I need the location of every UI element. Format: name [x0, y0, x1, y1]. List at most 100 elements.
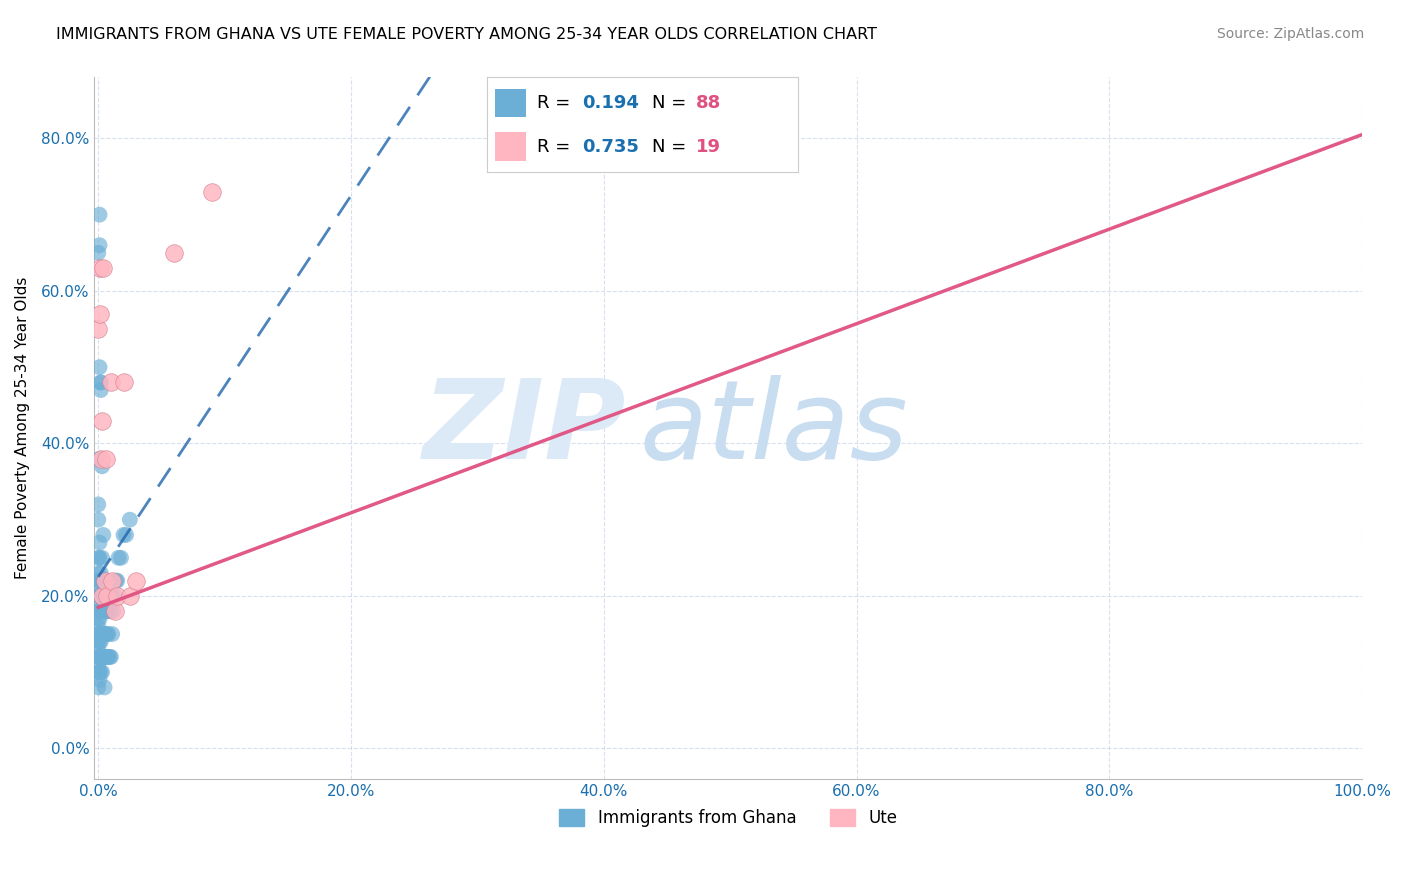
Point	[90, 589, 112, 603]
Point	[89, 550, 111, 565]
Point	[87, 619, 110, 633]
Point	[87, 582, 110, 596]
Text: Source: ZipAtlas.com: Source: ZipAtlas.com	[1216, 27, 1364, 41]
Point	[118, 513, 141, 527]
Point	[110, 550, 132, 565]
Point	[93, 681, 115, 695]
Point	[89, 307, 111, 321]
Point	[91, 413, 114, 427]
Point	[91, 574, 114, 588]
Point	[89, 589, 111, 603]
Point	[97, 589, 120, 603]
Point	[100, 604, 122, 618]
Point	[87, 597, 110, 611]
Legend: Immigrants from Ghana, Ute: Immigrants from Ghana, Ute	[553, 802, 904, 834]
Point	[89, 360, 111, 375]
Point	[94, 574, 117, 588]
Point	[87, 681, 110, 695]
Point	[112, 528, 135, 542]
Point	[115, 528, 138, 542]
Y-axis label: Female Poverty Among 25-34 Year Olds: Female Poverty Among 25-34 Year Olds	[15, 277, 30, 580]
Point	[87, 513, 110, 527]
Point	[87, 589, 110, 603]
Point	[87, 322, 110, 336]
Point	[87, 245, 110, 260]
Point	[201, 185, 224, 199]
Point	[97, 627, 120, 641]
Point	[91, 604, 114, 618]
Point	[91, 550, 114, 565]
Point	[107, 550, 129, 565]
Point	[96, 589, 118, 603]
Point	[90, 574, 112, 588]
Text: atlas: atlas	[640, 375, 908, 482]
Point	[87, 627, 110, 641]
Point	[89, 238, 111, 252]
Point	[89, 574, 111, 588]
Point	[94, 451, 117, 466]
Point	[93, 604, 115, 618]
Point	[91, 589, 114, 603]
Point	[91, 459, 114, 474]
Point	[89, 604, 111, 618]
Point	[90, 376, 112, 390]
Point	[96, 604, 118, 618]
Point	[94, 649, 117, 664]
Point	[112, 376, 135, 390]
Point	[94, 627, 117, 641]
Point	[89, 665, 111, 680]
Point	[91, 627, 114, 641]
Point	[89, 634, 111, 648]
Point	[89, 451, 111, 466]
Point	[91, 627, 114, 641]
Point	[87, 566, 110, 580]
Point	[87, 574, 110, 588]
Point	[90, 383, 112, 397]
Point	[104, 574, 127, 588]
Point	[87, 665, 110, 680]
Point	[91, 649, 114, 664]
Point	[89, 535, 111, 549]
Text: ZIP: ZIP	[423, 375, 627, 482]
Point	[96, 649, 118, 664]
Point	[105, 589, 128, 603]
Point	[87, 634, 110, 648]
Point	[98, 649, 121, 664]
Point	[125, 574, 148, 588]
Point	[87, 550, 110, 565]
Text: IMMIGRANTS FROM GHANA VS UTE FEMALE POVERTY AMONG 25-34 YEAR OLDS CORRELATION CH: IMMIGRANTS FROM GHANA VS UTE FEMALE POVE…	[56, 27, 877, 42]
Point	[89, 649, 111, 664]
Point	[94, 604, 117, 618]
Point	[104, 604, 127, 618]
Point	[105, 574, 128, 588]
Point	[118, 589, 141, 603]
Point	[91, 574, 114, 588]
Point	[91, 528, 114, 542]
Point	[93, 649, 115, 664]
Point	[100, 649, 122, 664]
Point	[101, 574, 124, 588]
Point	[89, 261, 111, 276]
Point	[89, 673, 111, 687]
Point	[87, 642, 110, 657]
Point	[90, 566, 112, 580]
Point	[87, 604, 110, 618]
Point	[103, 604, 125, 618]
Point	[98, 604, 121, 618]
Point	[90, 634, 112, 648]
Point	[93, 627, 115, 641]
Point	[101, 589, 124, 603]
Point	[101, 627, 124, 641]
Point	[89, 627, 111, 641]
Point	[97, 649, 120, 664]
Point	[90, 604, 112, 618]
Point	[104, 589, 127, 603]
Point	[91, 665, 114, 680]
Point	[87, 657, 110, 672]
Point	[163, 245, 186, 260]
Point	[91, 649, 114, 664]
Point	[93, 574, 115, 588]
Point	[90, 665, 112, 680]
Point	[89, 612, 111, 626]
Point	[87, 498, 110, 512]
